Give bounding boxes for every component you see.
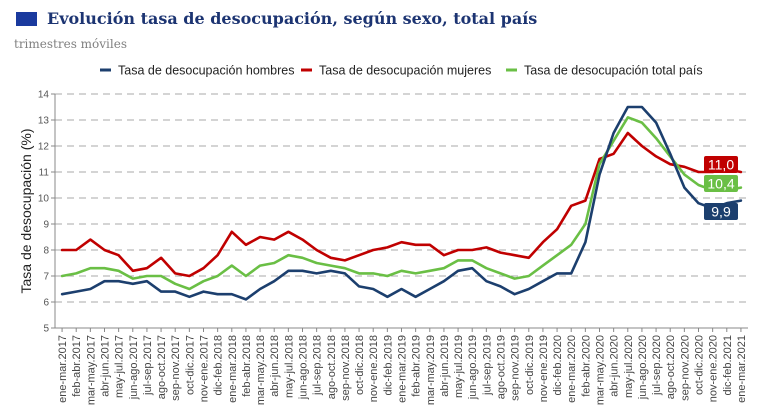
y-tick-label: 5 <box>43 324 49 335</box>
x-tick-label: jun-ago.2019 <box>467 335 479 400</box>
legend-label-1: Tasa de desocupación mujeres <box>319 64 491 78</box>
end-label-box-1 <box>704 156 738 173</box>
x-tick-label: oct-dic.2018 <box>354 335 366 395</box>
x-tick-label: ago-oct.2017 <box>156 335 168 399</box>
end-label-2: 10,4 <box>707 176 734 192</box>
y-tick-label: 7 <box>43 272 49 283</box>
x-tick-label: ago-oct.2019 <box>496 335 508 399</box>
x-tick-label: ago-oct.2018 <box>326 335 338 399</box>
x-tick-label: jul-sep.2018 <box>312 335 324 396</box>
x-tick-label: feb-abr.2018 <box>241 335 253 397</box>
x-tick-label: may-jul.2019 <box>453 335 465 398</box>
x-tick-label: mar-may.2020 <box>595 335 607 405</box>
x-tick-label: nov-ene.2017 <box>199 335 211 402</box>
legend-label-2: Tasa de desocupación total país <box>524 64 703 78</box>
x-tick-label: sep-nov.2020 <box>679 335 691 401</box>
y-tick-label: 12 <box>38 142 50 153</box>
x-tick-label: dic-feb.2018 <box>213 335 225 396</box>
x-axis-ticks: ene-mar.2017 feb-abr.2017 mar-may.2017 abr-… <box>57 328 748 405</box>
end-label-box-2 <box>704 175 738 192</box>
chart-title: Evolución tasa de desocupación, según se… <box>47 9 538 28</box>
x-tick-label: may-jul.2020 <box>623 335 635 398</box>
x-tick-label: abr-jun.2017 <box>100 335 112 397</box>
x-tick-label: dic-feb.2019 <box>382 335 394 396</box>
x-tick-label: oct-dic.2019 <box>524 335 536 395</box>
x-tick-label: oct-dic.2020 <box>694 335 706 395</box>
y-tick-label: 13 <box>38 116 50 127</box>
x-tick-label: abr-jun.2018 <box>269 335 281 397</box>
x-tick-label: mar-may.2018 <box>255 335 267 405</box>
end-label-1: 11,0 <box>708 157 734 173</box>
x-tick-label: jun-ago.2017 <box>128 335 140 400</box>
x-tick-label: may-jul.2017 <box>114 335 126 398</box>
x-tick-label: ene-mar.2017 <box>57 335 69 403</box>
title-marker-icon <box>16 11 37 26</box>
legend-label-0: Tasa de desocupación hombres <box>118 64 295 78</box>
x-tick-label: jul-sep.2020 <box>651 335 663 396</box>
x-tick-label: jun-ago.2018 <box>298 335 310 400</box>
x-tick-label: ene-mar.2021 <box>736 335 748 403</box>
chart-title-row: Evolución tasa de desocupación, según se… <box>16 9 537 28</box>
end-labels: 9,9 11,0 10,4 <box>704 156 738 220</box>
x-tick-label: abr-jun.2020 <box>609 335 621 397</box>
x-tick-label: nov-ene.2019 <box>538 335 550 402</box>
x-tick-label: sep-nov.2018 <box>340 335 352 401</box>
chart-subtitle: trimestres móviles <box>14 37 127 51</box>
x-tick-label: may-jul.2018 <box>283 335 295 398</box>
x-tick-label: ene-mar.2019 <box>397 335 409 403</box>
x-tick-label: feb-abr.2017 <box>71 335 83 397</box>
series-lines <box>60 105 743 301</box>
x-tick-label: mar-may.2019 <box>425 335 437 405</box>
x-tick-label: jun-ago.2020 <box>637 335 649 400</box>
x-tick-label: nov-ene.2018 <box>368 335 380 402</box>
axes <box>54 94 748 329</box>
y-tick-label: 14 <box>38 90 50 101</box>
x-tick-label: nov-ene.2020 <box>708 335 720 402</box>
x-tick-label: jul-sep.2019 <box>481 335 493 396</box>
x-tick-label: jul-sep.2017 <box>142 335 154 396</box>
x-tick-label: sep-nov.2017 <box>170 335 182 401</box>
series-line-1 <box>60 131 743 278</box>
x-tick-label: sep-nov.2019 <box>510 335 522 401</box>
y-axis-ticks: 5 6 7 8 9 10 11 12 13 14 <box>38 90 55 335</box>
x-tick-label: ene-mar.2018 <box>227 335 239 403</box>
x-tick-label: feb-abr.2020 <box>580 335 592 397</box>
legend: Tasa de desocupación hombres Tasa de deso… <box>100 64 703 78</box>
x-tick-label: dic-feb.2020 <box>552 335 564 396</box>
x-tick-label: dic-feb.2021 <box>722 335 734 396</box>
x-tick-label: abr-jun.2019 <box>439 335 451 397</box>
y-tick-label: 11 <box>39 168 50 179</box>
y-tick-label: 6 <box>43 298 49 309</box>
x-tick-label: feb-abr.2019 <box>411 335 423 397</box>
end-label-box-0 <box>704 203 738 220</box>
y-axis-label: Tasa de desocupación (%) <box>18 129 34 294</box>
y-tick-label: 10 <box>38 194 50 205</box>
x-tick-label: oct-dic.2017 <box>184 335 196 395</box>
end-label-0: 9,9 <box>711 204 731 220</box>
x-tick-label: ene-mar.2020 <box>566 335 578 403</box>
x-tick-label: ago-oct.2020 <box>665 335 677 399</box>
y-tick-label: 9 <box>43 220 49 231</box>
x-tick-label: mar-may.2017 <box>85 335 97 405</box>
y-tick-label: 8 <box>43 246 49 257</box>
